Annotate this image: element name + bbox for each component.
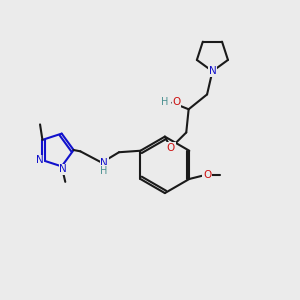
Text: O: O bbox=[167, 143, 175, 153]
Text: N: N bbox=[36, 155, 43, 165]
Text: O: O bbox=[172, 97, 181, 107]
Text: O: O bbox=[203, 170, 211, 180]
Text: H: H bbox=[100, 166, 108, 176]
Text: N: N bbox=[100, 158, 108, 168]
Text: N: N bbox=[59, 164, 67, 174]
Text: N: N bbox=[208, 66, 216, 76]
Text: H: H bbox=[161, 97, 169, 107]
